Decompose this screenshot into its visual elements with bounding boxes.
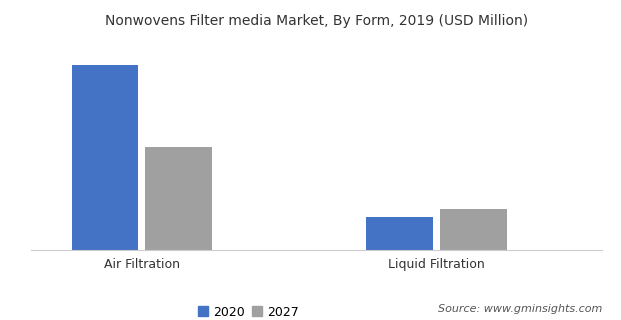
Legend: 2020, 2027: 2020, 2027 xyxy=(193,300,304,320)
Title: Nonwovens Filter media Market, By Form, 2019 (USD Million): Nonwovens Filter media Market, By Form, … xyxy=(105,13,528,28)
Text: Source: www.gminsights.com: Source: www.gminsights.com xyxy=(438,304,602,314)
Bar xyxy=(145,147,212,250)
Bar xyxy=(440,210,507,250)
Bar xyxy=(71,65,138,250)
Bar xyxy=(366,217,433,250)
